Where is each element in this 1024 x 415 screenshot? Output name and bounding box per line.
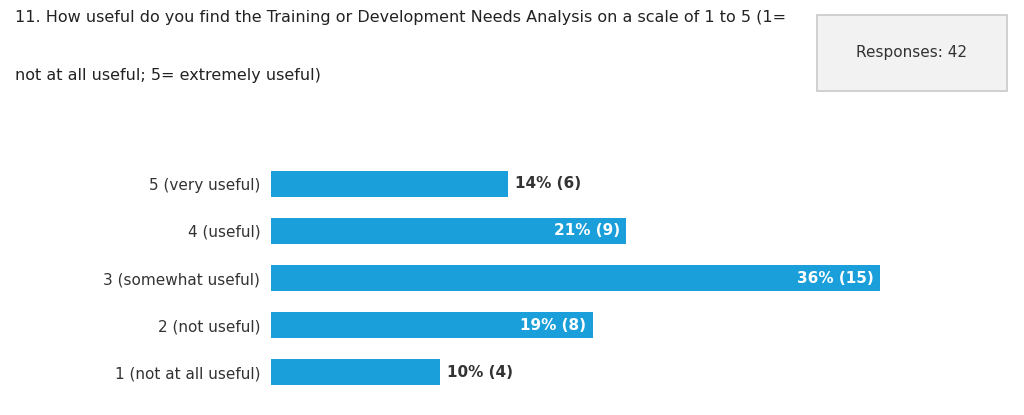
Text: not at all useful; 5= extremely useful): not at all useful; 5= extremely useful) xyxy=(15,68,322,83)
Bar xyxy=(271,218,627,244)
Text: 21% (9): 21% (9) xyxy=(554,223,620,238)
FancyBboxPatch shape xyxy=(817,15,1007,91)
Bar xyxy=(271,312,593,338)
Text: 10% (4): 10% (4) xyxy=(447,365,513,380)
Text: 14% (6): 14% (6) xyxy=(515,176,581,191)
Text: 11. How useful do you find the Training or Development Needs Analysis on a scale: 11. How useful do you find the Training … xyxy=(15,10,786,25)
Text: 36% (15): 36% (15) xyxy=(797,271,873,286)
Bar xyxy=(271,359,440,386)
Bar xyxy=(271,171,508,197)
Text: 19% (8): 19% (8) xyxy=(520,318,586,333)
Text: Responses: 42: Responses: 42 xyxy=(856,45,968,61)
Bar xyxy=(271,265,880,291)
